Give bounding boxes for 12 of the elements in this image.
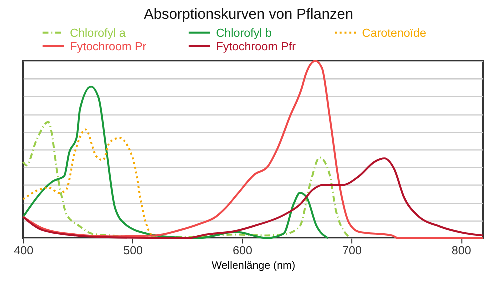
x-axis-title: Wellenlänge (nm) [212,260,296,272]
x-tick-label: 700 [342,244,362,258]
x-tick-label: 600 [233,244,253,258]
legend-label: Fytochroom Pfr [216,40,296,54]
x-tick-label: 800 [452,244,472,258]
legend-label: Carotenoïde [362,26,427,40]
legend-label: Fytochroom Pr [70,40,147,54]
legend-label: Chlorofyl a [70,26,126,40]
x-tick-label: 500 [124,244,144,258]
chart-title: Absorptionskurven von Pflanzen [144,7,354,24]
legend-label: Chlorofyl b [216,26,272,40]
x-tick-label: 400 [14,244,34,258]
